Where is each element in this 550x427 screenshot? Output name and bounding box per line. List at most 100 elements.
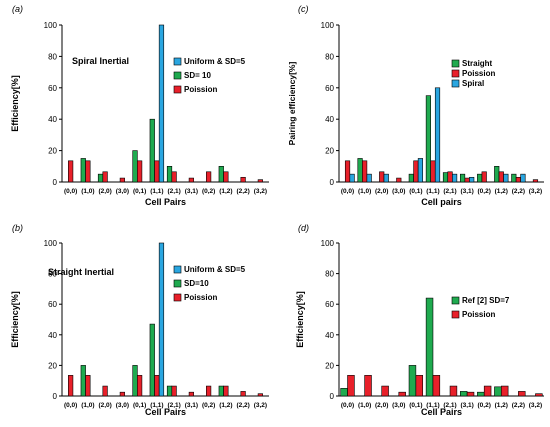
legend-label: Straight [462,59,493,68]
bar-uniform-sd-5-5 [158,24,165,183]
x-tick-label: (1,0) [81,402,94,409]
bar-poission-6 [449,385,458,397]
bar-sd-10-9 [218,166,224,183]
bar-poission-5 [154,160,160,183]
bar-spiral-10 [520,173,526,183]
y-tick-label: 60 [48,84,57,93]
x-tick-label: (0,2) [478,402,491,409]
x-tick-label: (0,0) [341,402,354,409]
x-tick-label: (2,0) [98,188,111,195]
y-tick-label: 40 [325,331,334,340]
x-tick-label: (2,1) [443,188,456,195]
legend-label: Ref [2] SD=7 [462,296,510,305]
legend-swatch [173,71,182,80]
legend-label: Poission [462,310,495,319]
chart-panel-2: 0 20 40 60 80 100 (0,0) (1,0) (2,0) (3,0) (0,1) (1,… [10,223,269,417]
bar-poission-5 [154,375,160,397]
bar-poission-1 [362,160,368,183]
bar-ref-2-sd-7-7 [459,391,468,397]
x-axis-label: Cell Pairs [421,407,462,417]
bar-poission-8 [483,385,492,397]
y-tick-label: 20 [48,361,57,370]
bar-poission-2 [102,171,108,183]
bar-spiral-9 [503,173,509,183]
x-tick-label: (0,2) [202,402,215,409]
y-tick-label: 100 [44,239,58,248]
bar-poission-1 [85,375,91,397]
x-tick-label: (1,0) [358,188,371,195]
bar-poission-4 [413,160,419,183]
bar-sd-10-2 [97,173,104,183]
bar-straight-8 [477,173,483,183]
bar-ref-2-sd-7-4 [408,365,417,397]
x-tick-label: (3,0) [116,188,129,195]
y-tick-label: 0 [330,178,335,187]
bar-poission-8 [206,171,212,183]
bar-sd-10-5 [149,118,155,183]
x-tick-label: (3,0) [392,402,405,409]
y-tick-label: 100 [44,21,58,30]
x-tick-label: (3,1) [185,188,198,195]
x-tick-label: (0,0) [64,402,77,409]
bar-poission-11 [257,179,263,183]
x-tick-label: (1,2) [219,188,232,195]
x-tick-label: (1,1) [150,188,163,195]
panel-label: (d) [298,223,309,233]
legend: Uniform & SD=5 SD=10 Poission [173,265,246,302]
legend-label: Spiral [462,79,484,88]
bar-poission-11 [535,393,543,397]
bar-poission-11 [532,179,539,183]
y-tick-label: 80 [325,52,334,61]
x-tick-label: (3,1) [185,402,198,409]
bar-ref-2-sd-7-9 [494,386,502,397]
bar-ref-2-sd-7-8 [477,391,485,397]
x-tick-label: (0,0) [341,188,354,195]
bar-poission-5 [430,160,436,183]
bar-poission-0 [68,160,74,183]
bar-poission-7 [188,177,194,183]
bar-poission-4 [415,375,424,397]
panel-label: (b) [12,223,23,233]
x-tick-label: (2,2) [512,402,525,409]
y-tick-label: 80 [325,270,334,279]
bar-sd-10-6 [166,385,173,397]
chart-panel-3: 0 20 40 60 80 100 (0,0) (1,0) (2,0) (3,0) (0,1) (1,… [295,223,544,417]
bar-straight-1 [357,158,363,183]
bar-sd-10-5 [149,323,155,397]
bar-poission-10 [240,176,246,183]
bar-poission-0 [68,375,74,397]
bar-sd-10-4 [132,365,138,397]
bar-poission-3 [396,177,402,183]
panel-label: (c) [298,4,309,14]
y-tick-label: 100 [321,21,335,30]
legend-swatch [451,79,460,88]
y-tick-label: 60 [48,300,57,309]
x-tick-label: (1,2) [495,188,508,195]
bar-poission-8 [206,385,212,397]
bar-poission-10 [240,391,246,397]
bar-poission-1 [364,375,372,397]
x-tick-label: (3,0) [116,402,129,409]
x-tick-label: (2,2) [236,402,249,409]
x-tick-label: (0,1) [133,402,146,409]
bar-straight-9 [494,166,500,183]
bar-poission-6 [171,385,177,397]
bar-poission-0 [347,375,355,397]
bar-sd-10-4 [132,150,138,183]
y-tick-label: 40 [48,331,57,340]
bar-poission-4 [137,160,143,183]
bar-poission-0 [344,160,351,183]
x-tick-label: (1,0) [81,188,94,195]
bar-poission-3 [119,177,125,183]
legend-label: Poission [184,293,217,302]
y-axis-label: Efficiency[%] [10,291,20,348]
bar-spiral-7 [469,176,475,183]
y-tick-label: 40 [48,115,57,124]
y-tick-label: 80 [48,270,57,279]
bar-poission-7 [466,391,475,397]
bar-poission-3 [119,391,125,397]
legend: Ref [2] SD=7 Poission [451,296,510,319]
bar-spiral-5 [434,87,441,183]
x-tick-label: (2,0) [375,402,388,409]
bar-spiral-4 [417,158,424,183]
